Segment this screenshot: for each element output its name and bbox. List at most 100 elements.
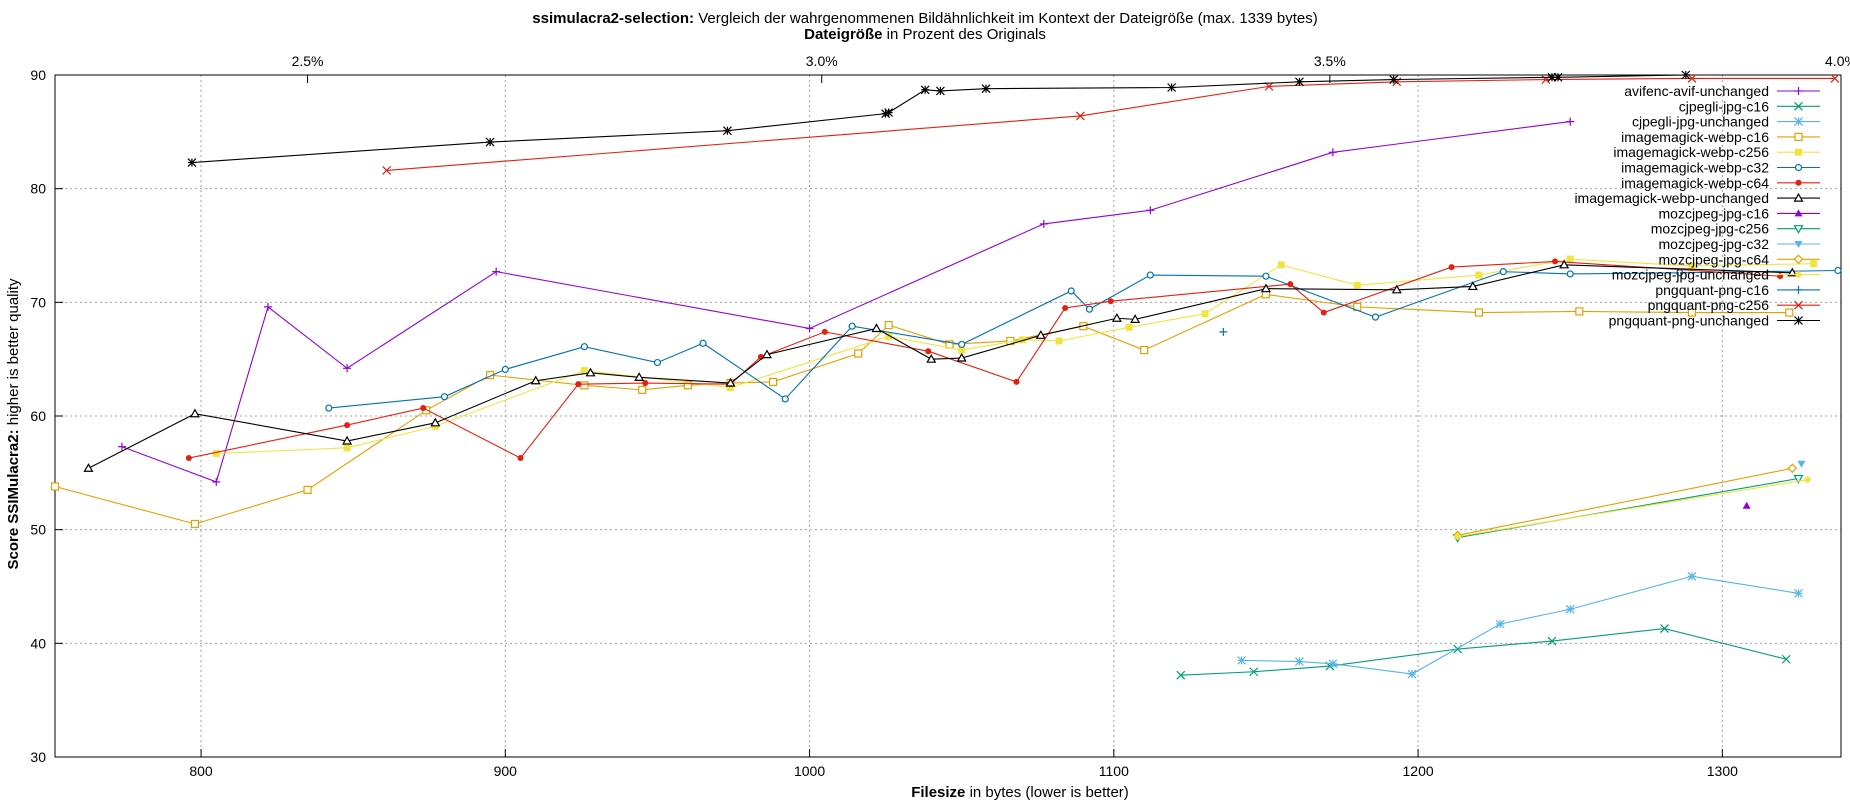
data-point xyxy=(1453,532,1462,541)
data-point xyxy=(117,442,126,451)
data-point xyxy=(683,381,692,390)
legend-entry: mozcjpeg-jpg-c64 xyxy=(1659,251,1820,267)
grid xyxy=(55,75,1841,757)
y-tick-label: 70 xyxy=(30,294,46,310)
data-point xyxy=(50,482,60,491)
data-point xyxy=(343,444,351,452)
data-point xyxy=(1794,132,1803,141)
data-point xyxy=(1294,657,1304,666)
data-point xyxy=(1794,285,1803,294)
legend-entry: mozcjpeg-jpg-c32 xyxy=(1659,236,1820,252)
data-point xyxy=(935,86,945,96)
y-tick-label: 30 xyxy=(30,749,46,765)
data-point xyxy=(1794,270,1803,279)
data-point xyxy=(1237,655,1247,665)
data-point xyxy=(1795,148,1802,156)
data-point xyxy=(1130,314,1141,323)
data-point xyxy=(1785,308,1794,317)
legend-label: mozcjpeg-jpg-c256 xyxy=(1651,221,1769,237)
series-layer xyxy=(50,70,1842,680)
legend-label: cjpegli-jpg-unchanged xyxy=(1632,114,1769,130)
data-point xyxy=(884,320,893,330)
data-point xyxy=(1687,308,1697,317)
legend-entry: cjpegli-jpg-unchanged xyxy=(1632,114,1820,130)
data-point xyxy=(1566,270,1574,278)
data-point xyxy=(187,158,197,167)
x-tick-label: 1100 xyxy=(1099,763,1129,779)
data-point xyxy=(1448,264,1455,271)
legend-label: imagemagick-webp-unchanged xyxy=(1574,190,1769,206)
data-point xyxy=(1794,241,1803,248)
legend-entry: cjpegli-jpg-c16 xyxy=(1679,98,1820,114)
data-point xyxy=(342,435,353,445)
data-point xyxy=(1039,219,1048,228)
legend-label: mozcjpeg-jpg-c16 xyxy=(1659,205,1770,221)
data-point xyxy=(1553,72,1563,82)
data-point xyxy=(1660,624,1669,633)
data-point xyxy=(1794,101,1803,111)
data-point xyxy=(1219,327,1228,336)
y-axis-label: Score SSIMulacra2: higher is better qual… xyxy=(5,278,22,569)
y-axis-label-bold: Score SSIMulacra2: xyxy=(5,429,22,569)
top-axis-label: Dateigröße in Prozent des Originals xyxy=(0,27,1850,43)
data-point xyxy=(958,346,966,354)
data-point xyxy=(1140,345,1149,355)
series-pngquant-png-c16 xyxy=(1219,327,1228,336)
data-point xyxy=(1260,283,1271,293)
legend-label: imagemagick-webp-c16 xyxy=(1621,129,1769,145)
data-point xyxy=(1794,117,1803,127)
data-point xyxy=(212,477,221,486)
data-point xyxy=(382,166,392,175)
top-axis-label-rest: in Prozent des Originals xyxy=(882,26,1046,43)
data-point xyxy=(580,367,588,375)
legend-entry: imagemagick-webp-c32 xyxy=(1621,160,1820,176)
data-point xyxy=(1176,670,1186,680)
data-point xyxy=(185,455,192,462)
data-point xyxy=(420,405,427,412)
data-point xyxy=(1320,309,1327,316)
data-point xyxy=(517,455,524,462)
data-point xyxy=(1294,77,1304,87)
x-tick-label: 1000 xyxy=(794,763,825,779)
series-line xyxy=(54,293,1790,525)
data-point xyxy=(1146,271,1154,279)
x-tick-label: 1300 xyxy=(1707,763,1738,779)
legend-label: pngquant-png-unchanged xyxy=(1609,313,1769,329)
data-point xyxy=(1834,266,1842,275)
data-point xyxy=(585,367,596,377)
data-point xyxy=(1062,305,1069,312)
data-point xyxy=(653,358,662,367)
data-point xyxy=(1013,378,1020,385)
data-point xyxy=(1474,308,1484,317)
series-line xyxy=(1457,467,1793,536)
data-point xyxy=(821,328,828,335)
data-point xyxy=(1565,604,1575,614)
legend-entry: avifenc-avif-unchanged xyxy=(1624,83,1820,99)
data-point xyxy=(1353,281,1361,289)
legend-label: avifenc-avif-unchanged xyxy=(1624,83,1769,99)
data-point xyxy=(430,417,441,427)
data-point xyxy=(1794,163,1803,172)
series-imagemagick-webp-c32 xyxy=(325,266,1842,412)
data-point xyxy=(1793,192,1804,202)
data-point xyxy=(485,137,495,147)
data-point xyxy=(1407,669,1417,679)
legend-entry: pngquant-png-c16 xyxy=(1655,282,1820,298)
y-tick-label: 60 xyxy=(30,408,46,424)
data-point xyxy=(1107,298,1114,305)
x-tick-label: 1200 xyxy=(1403,763,1434,779)
x-axis-label-bold: Filesize xyxy=(911,784,965,800)
data-point xyxy=(768,377,778,386)
data-point xyxy=(638,385,647,394)
axes: 800 900 1000 1100 1200 1300 30 40 50 60 70 80 90 2.5%… xyxy=(30,53,1850,779)
data-point xyxy=(1688,262,1696,270)
series-line xyxy=(1457,479,1808,538)
data-point xyxy=(440,393,449,401)
data-point xyxy=(1146,206,1155,215)
y-tick-label: 90 xyxy=(30,67,46,83)
chart-title-rest: Vergleich der wahrgenommenen Bildähnlich… xyxy=(694,10,1318,27)
series-avifenc-avif-unchanged xyxy=(117,117,1575,486)
legend-label: cjpegli-jpg-c16 xyxy=(1679,98,1769,114)
data-point xyxy=(920,85,930,95)
